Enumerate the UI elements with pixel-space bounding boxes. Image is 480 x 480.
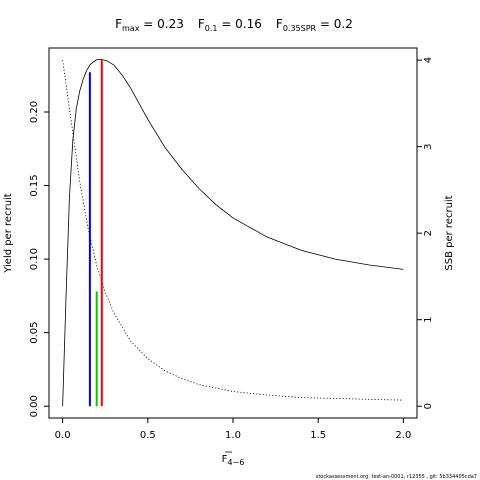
chart-title: Fmax = 0.23 F0.1 = 0.16 F0.35SPR = 0.2 xyxy=(115,17,353,33)
y-left-tick-label: 0.05 xyxy=(29,322,40,344)
x-axis-label-subscript: 4−6 xyxy=(227,458,244,467)
y-left-tick-label: 0.15 xyxy=(29,174,40,196)
y-right-tick-label: 2 xyxy=(423,230,434,236)
x-axis-label: F4−6 xyxy=(222,454,245,467)
x-tick-label: 0.0 xyxy=(55,430,71,441)
y-right-tick-label: 4 xyxy=(423,57,434,63)
title-part-1-subscript: 0.1 xyxy=(205,24,218,33)
y-right-tick-label: 0 xyxy=(423,403,434,409)
y-left-tick-label: 0.10 xyxy=(29,248,40,270)
series-layer xyxy=(62,59,404,407)
ssb-per-recruit-line xyxy=(62,60,404,401)
title-part-2-subscript: 0.35SPR xyxy=(283,24,317,33)
yield-per-recruit-line xyxy=(62,59,404,407)
reference-lines xyxy=(88,59,103,407)
plot-frame xyxy=(48,47,418,419)
title-part-2-value: = 0.2 xyxy=(316,17,353,31)
y-right-tick-label: 3 xyxy=(423,143,434,149)
title-part-0-value: = 0.23 xyxy=(139,17,183,31)
x-tick-label: 1.5 xyxy=(310,430,326,441)
x-tick-label: 1.0 xyxy=(225,430,241,441)
y-axis-left-label: Yield per recruit xyxy=(3,193,14,274)
x-tick-label: 2.0 xyxy=(395,430,411,441)
y-axis-left: 0.00 0.05 0.10 0.15 0.20 xyxy=(29,101,49,417)
x-tick-label: 0.5 xyxy=(140,430,156,441)
title-part-0-subscript: max xyxy=(122,24,140,33)
title-part-1: F xyxy=(198,17,205,31)
y-left-tick-label: 0.20 xyxy=(29,101,40,123)
footer-text: stockassessment.org, test-an-0001, r1235… xyxy=(316,474,477,480)
x-axis: 0.0 0.5 1.0 1.5 2.0 xyxy=(55,418,411,441)
y-right-tick-label: 1 xyxy=(423,317,434,323)
y-axis-right-label: SSB per recruit xyxy=(444,195,455,270)
y-left-tick-label: 0.00 xyxy=(29,395,40,417)
x-axis-label-main: F xyxy=(222,454,228,465)
title-part-0: F xyxy=(115,17,122,31)
title-part-1-value: = 0.16 xyxy=(218,17,262,31)
y-axis-right: 0 1 2 3 4 xyxy=(417,57,434,409)
title-part-2: F xyxy=(276,17,283,31)
